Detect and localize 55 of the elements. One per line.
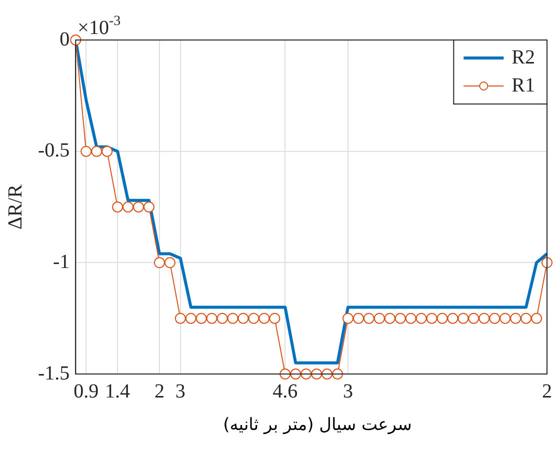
- point: [164, 257, 176, 268]
- point: [468, 312, 480, 324]
- x-tick-label: 1.4: [105, 380, 130, 402]
- x-axis-title: سرعت سیال (متر بر ثانیه): [222, 415, 413, 435]
- point: [102, 146, 113, 157]
- point: [133, 202, 144, 212]
- point: [174, 312, 186, 324]
- point: [531, 312, 542, 324]
- point: [542, 257, 552, 268]
- point: [394, 312, 406, 324]
- point: [91, 146, 102, 157]
- point: [426, 312, 438, 324]
- point: [405, 312, 416, 324]
- point: [112, 202, 124, 212]
- point: [216, 312, 228, 324]
- point: [185, 312, 196, 324]
- y-tick-label: -0.5: [38, 140, 70, 162]
- y-axis-title: ΔR/R: [4, 184, 26, 230]
- point: [384, 312, 396, 324]
- point: [342, 312, 354, 324]
- point: [80, 146, 92, 157]
- point: [416, 312, 427, 324]
- point: [122, 202, 134, 212]
- x-tick-label: 3: [175, 380, 186, 402]
- point: [374, 312, 385, 324]
- point: [500, 312, 511, 324]
- point: [447, 312, 458, 324]
- point: [520, 312, 532, 324]
- x-tick-label: 4.6: [272, 380, 298, 402]
- legend-label: R2: [512, 46, 536, 68]
- y-tick-label: -1.5: [38, 362, 70, 384]
- point: [248, 312, 260, 324]
- point: [363, 312, 374, 324]
- y-tick-label: 0: [60, 28, 70, 50]
- point: [238, 312, 249, 324]
- point: [206, 312, 218, 324]
- y-tick-label: -1: [52, 250, 70, 273]
- point: [143, 202, 154, 212]
- point: [510, 312, 522, 324]
- point: [489, 312, 500, 324]
- x-tick-label: 0.9: [74, 380, 99, 402]
- point: [70, 34, 82, 46]
- point: [269, 312, 280, 324]
- point: [478, 312, 490, 324]
- x-tick-label: 3: [342, 380, 353, 402]
- legend-label: R1: [512, 74, 536, 96]
- point: [436, 312, 448, 324]
- point: [154, 257, 165, 268]
- point: [352, 312, 364, 324]
- point: [227, 312, 238, 324]
- point: [196, 312, 207, 324]
- point: [458, 312, 469, 324]
- x-tick-label: 2: [154, 380, 164, 402]
- point: [258, 312, 270, 324]
- x-tick-label: 2: [542, 380, 552, 402]
